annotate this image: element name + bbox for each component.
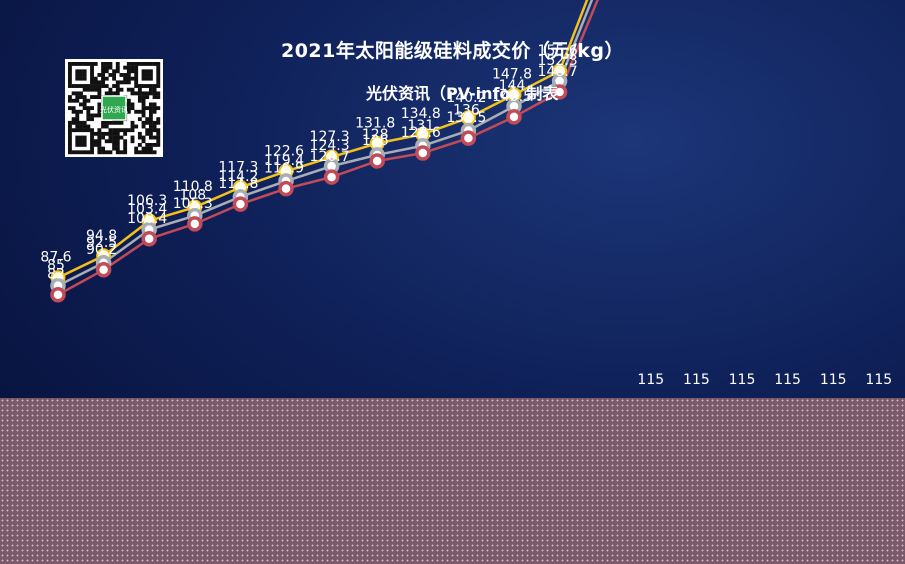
chart-markers [50,63,568,303]
series-0-label-6: 127.3 [310,129,350,145]
series-1-label-8: 131 [407,118,434,134]
series-0-label-11: 155.6 [538,43,578,59]
series-1-label-1: 92.5 [86,235,117,251]
dotted-overlay-panel [0,398,905,564]
partial-series-label-5: 115 [865,372,892,388]
series-1-label-10: 144 [499,78,526,94]
series-0-label-2: 106.3 [127,193,167,209]
partial-series-label-1: 115 [683,372,710,388]
chart-subtitle: 光伏资讯（PV-info）制表 [366,84,559,103]
series-2-point-4 [232,196,249,212]
series-2-label-11: 148.7 [538,64,578,80]
series-1-label-6: 124.3 [310,138,350,154]
series-2-label-0: 82 [47,267,65,283]
series-0-label-5: 122.6 [264,143,304,159]
qr-code-icon: 光伏资讯 [65,59,163,157]
partial-series-label-2: 115 [729,372,756,388]
series-1-label-2: 103.4 [127,202,167,218]
series-0-label-9: 140.2 [446,90,486,106]
series-1-label-11: 152.3 [538,53,578,69]
series-2-point-0 [50,286,66,303]
chart-data-labels: 87.6 94.8 106.3 110.8 117.3 122.6 127.3 131.8 13… [40,43,892,388]
series-2-label-2: 100.4 [127,211,167,227]
series-1-label-4: 114.2 [218,169,258,185]
series-2-point-10 [506,109,522,125]
series-2-point-11 [551,84,568,100]
series-2-point-6 [323,169,340,185]
partial-series-label-4: 115 [820,372,847,388]
series-0-label-4: 117.3 [218,159,258,175]
series-2-label-8: 128.6 [401,125,441,141]
series-0-label-7: 131.8 [355,115,395,131]
series-2-point-8 [415,145,431,161]
series-0-label-3: 110.8 [173,179,213,195]
series-2-label-7: 126 [362,133,389,149]
series-0-label-1: 94.8 [86,228,117,244]
series-2-point-3 [187,216,203,232]
series-1-label-9: 136 [453,103,480,119]
partial-series-label-3: 115 [774,372,801,388]
series-2-label-4: 111.8 [218,176,258,192]
series-1-label-0: 85 [47,258,65,274]
series-2-label-9: 133.5 [446,110,486,126]
series-0-label-10: 147.8 [492,67,532,83]
series-2-point-5 [278,180,294,197]
series-2-label-3: 105.3 [173,196,213,212]
series-2-label-10: 140.5 [492,89,532,105]
series-2-point-7 [369,153,385,169]
series-0-label-0: 87.6 [40,250,71,266]
series-2-label-5: 116.9 [264,161,304,177]
series-2-label-1: 90.2 [86,242,117,258]
series-1-label-7: 128 [362,127,389,143]
series-0-label-8: 134.8 [401,106,441,122]
series-2-point-1 [95,262,112,278]
series-2-label-6: 120.7 [310,149,350,165]
series-2-point-9 [460,130,477,146]
series-1-label-5: 119.4 [264,153,304,169]
series-2-point-2 [141,231,157,247]
partial-series-label-0: 115 [637,372,664,388]
chart-title: 2021年太阳能级硅料成交价（元/kg） [280,40,625,62]
series-1-label-3: 108 [179,188,206,204]
svg-text:光伏资讯: 光伏资讯 [100,105,128,114]
